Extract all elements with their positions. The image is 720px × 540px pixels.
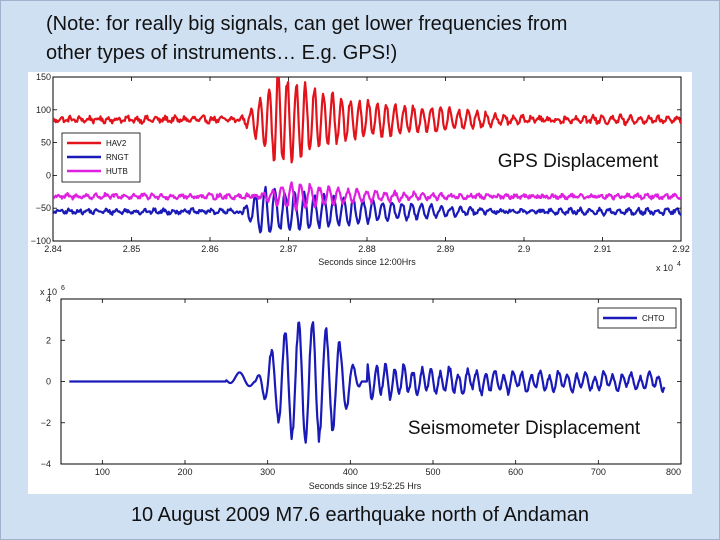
seis-y-exponent: 6 [61, 285, 65, 292]
seis-ytick-label: −4 [41, 459, 51, 469]
seis-ytick-label: 2 [46, 335, 51, 345]
gps-series-hav2 [53, 77, 681, 164]
gps-annotation: GPS Displacement [498, 151, 659, 172]
slide-caption: 10 August 2009 M7.6 earthquake north of … [130, 504, 590, 526]
gps-legend-label-rngt: RNGT [106, 153, 129, 162]
seis-legend: CHTO [597, 307, 677, 329]
seis-xtick-label: 800 [666, 467, 681, 477]
note-text: (Note: for really big signals, can get l… [46, 10, 706, 68]
gps-legend-label-hav2: HAV2 [106, 139, 127, 148]
gps-series-hutb [53, 181, 681, 212]
seis-xtick-label: 600 [508, 467, 523, 477]
gps-x-exponent-label: x 10 [656, 263, 673, 273]
gps-xtick-label: 2.91 [594, 244, 612, 254]
seis-legend-label-chto: CHTO [642, 314, 665, 323]
seis-xtick-label: 700 [591, 467, 606, 477]
gps-xtick-label: 2.84 [44, 244, 62, 254]
gps-xtick-label: 2.89 [437, 244, 455, 254]
gps-ytick-label: −50 [36, 203, 51, 213]
gps-ytick-label: 50 [41, 138, 51, 148]
gps-xtick-label: 2.92 [672, 244, 690, 254]
gps-xlabel: Seconds since 12:00Hrs [318, 257, 416, 267]
gps-legend-label-hutb: HUTB [106, 167, 128, 176]
seis-series-chto [68, 321, 666, 444]
seis-xtick-label: 100 [95, 467, 110, 477]
seismometer-chart: 100 200 300 400 500 600 700 800 4 2 0 −2 −4 CHTO Sei… [40, 285, 682, 491]
gps-series-rngt [53, 185, 681, 234]
gps-ytick-label: 150 [36, 72, 51, 82]
gps-xtick-label: 2.9 [518, 244, 531, 254]
gps-xtick-label: 2.88 [358, 244, 376, 254]
gps-ytick-label: 100 [36, 105, 51, 115]
seis-xlabel: Seconds since 19:52:25 Hrs [309, 481, 422, 491]
seis-ytick-label: 4 [46, 294, 51, 304]
seis-ytick-label: −2 [41, 418, 51, 428]
seis-xtick-label: 400 [343, 467, 358, 477]
seis-xtick-label: 200 [177, 467, 192, 477]
gps-x-exponent: 4 [677, 261, 681, 268]
gps-xtick-label: 2.87 [280, 244, 298, 254]
gps-ytick-label: 0 [46, 170, 51, 180]
seis-ytick-label: 0 [46, 377, 51, 387]
gps-chart: 2.84 2.85 2.86 2.87 2.88 2.89 2.9 2.91 2.92 150 10… [31, 72, 690, 273]
seis-annotation: Seismometer Displacement [408, 418, 641, 439]
gps-xtick-label: 2.86 [201, 244, 219, 254]
note-line-1: (Note: for really big signals, can get l… [46, 13, 568, 35]
gps-xtick-label: 2.85 [123, 244, 141, 254]
seis-y-exponent-label: x 10 [40, 287, 57, 297]
seis-xtick-label: 500 [425, 467, 440, 477]
seis-xtick-label: 300 [260, 467, 275, 477]
note-line-2: other types of instruments… E.g. GPS!) [46, 42, 398, 64]
gps-ytick-label: −100 [31, 236, 51, 246]
gps-legend: HAV2 RNGT HUTB [61, 132, 141, 183]
